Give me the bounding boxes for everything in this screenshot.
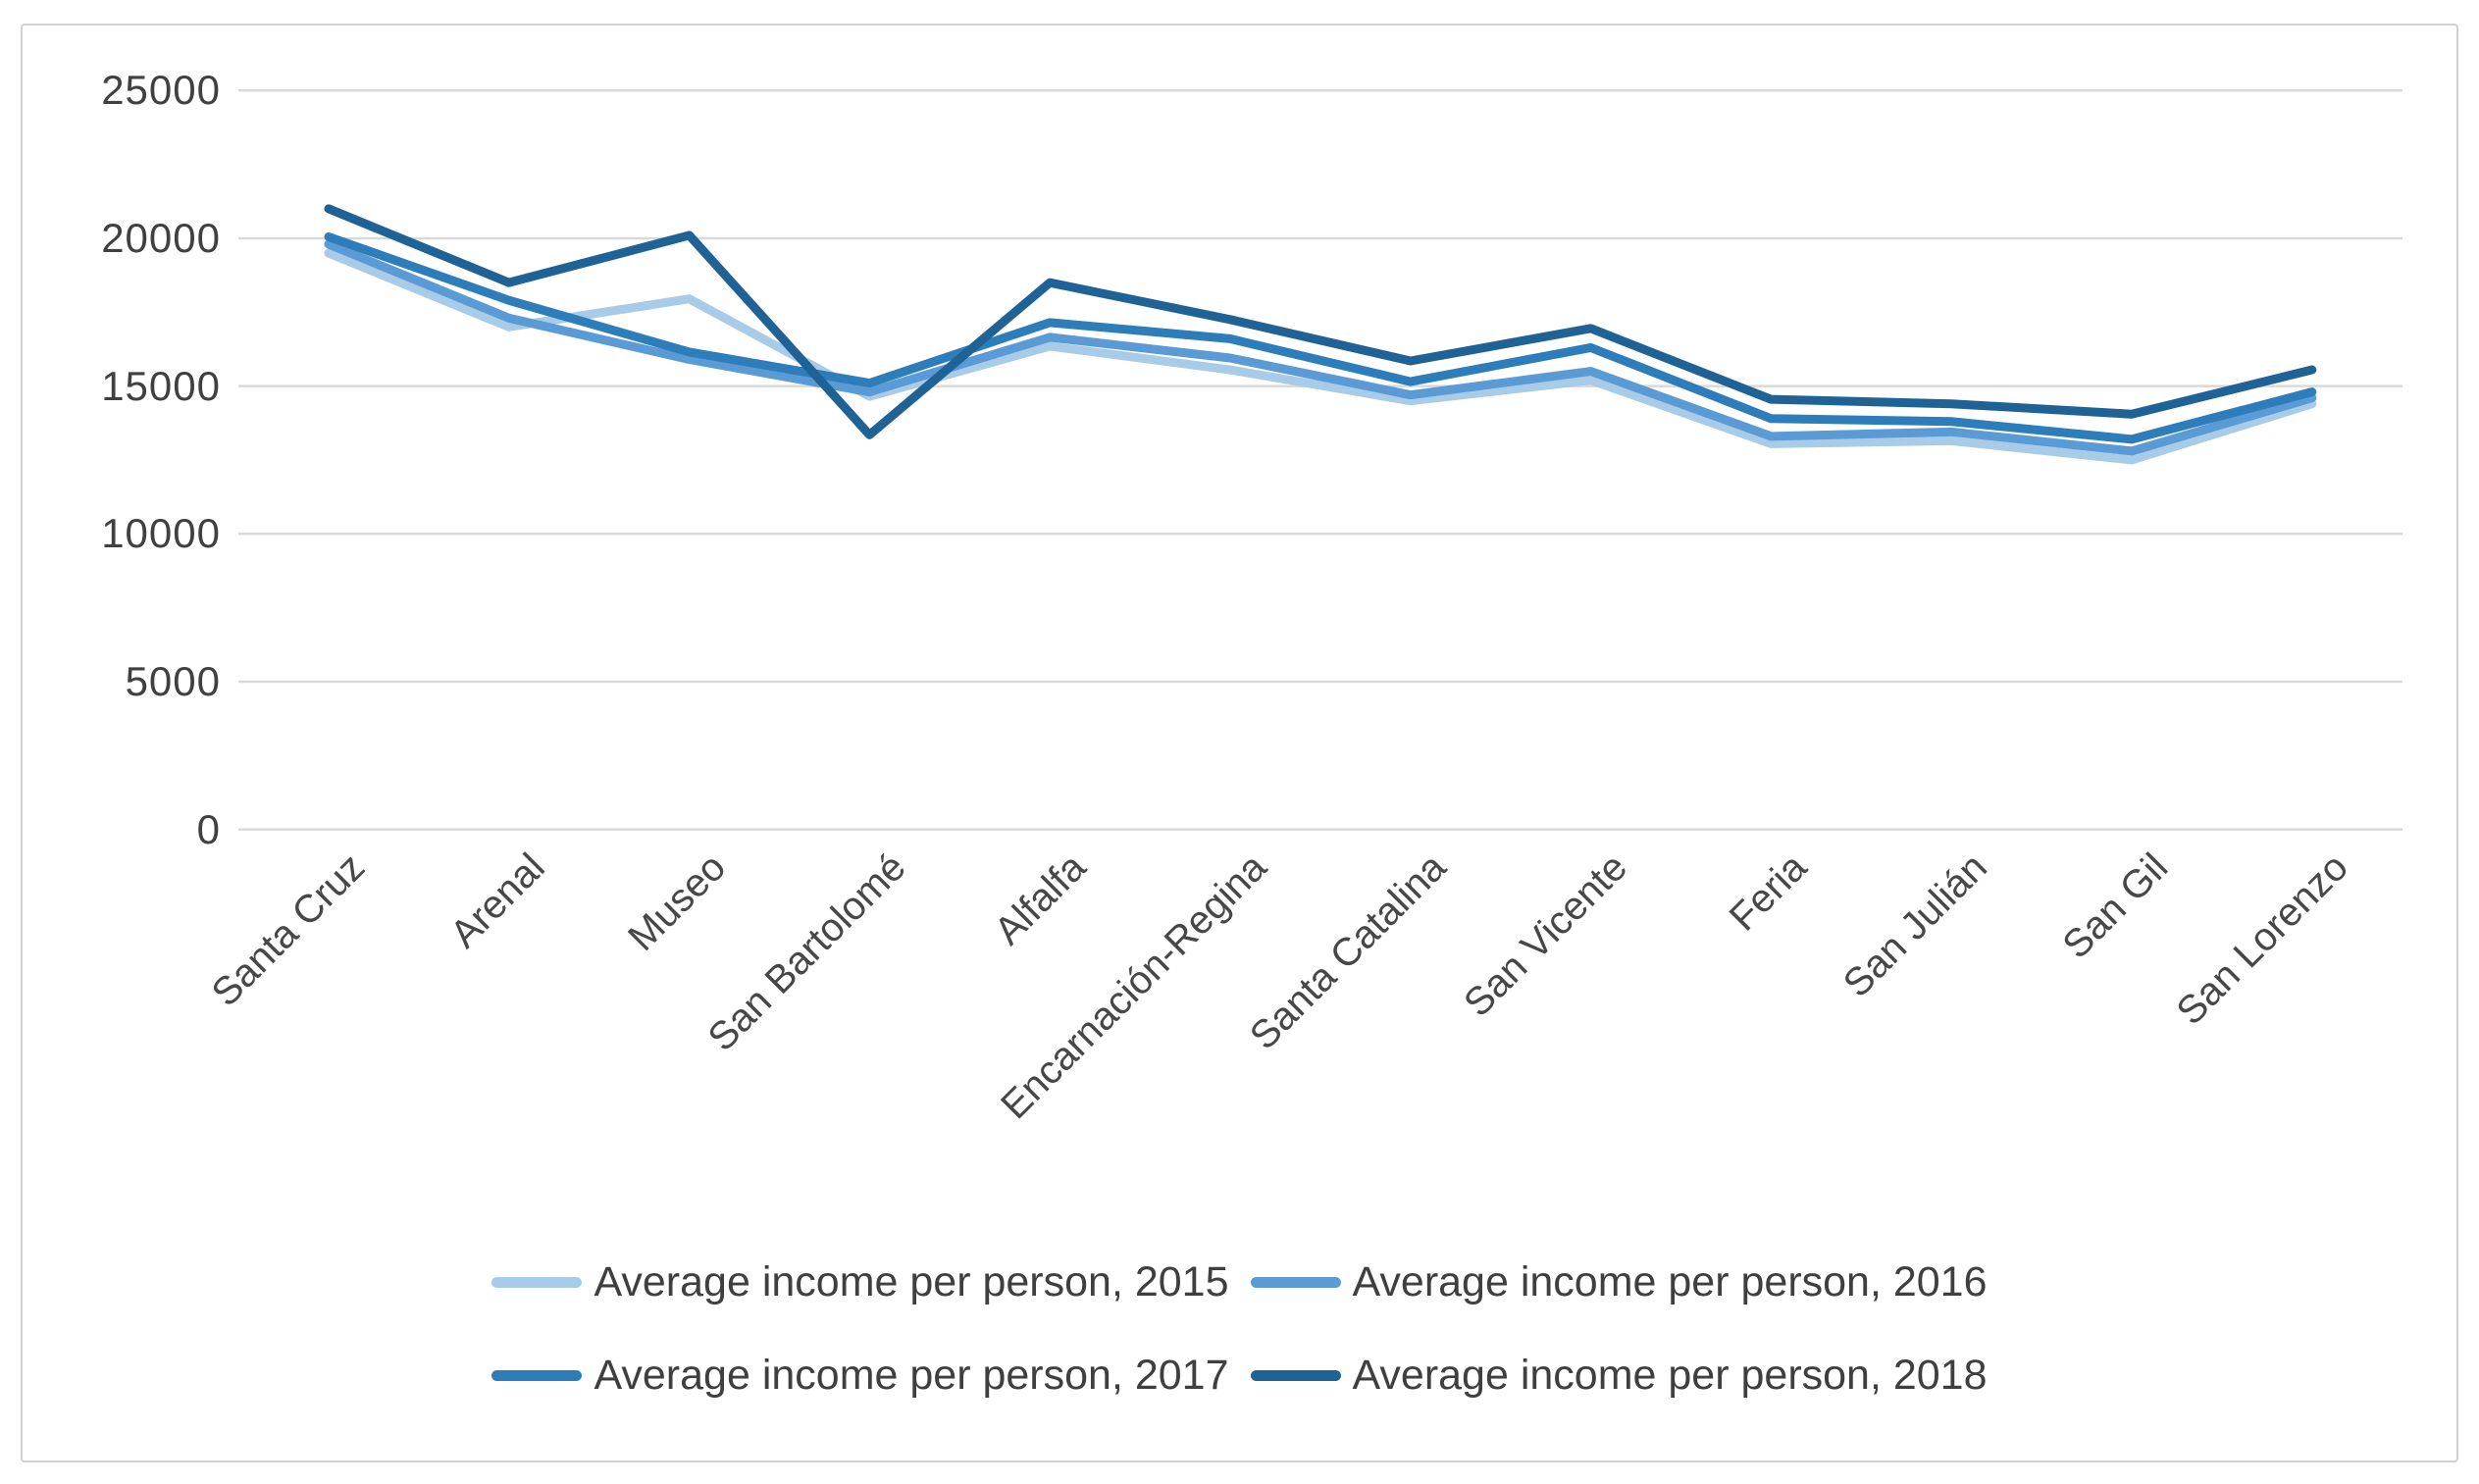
legend-label: Average income per person, 2015	[594, 1258, 1229, 1305]
legend-item-2016: Average income per person, 2016	[1250, 1258, 1988, 1306]
legend-row-2: Average income per person, 2017 Average i…	[491, 1352, 1988, 1400]
y-tick-label-5000: 5000	[125, 657, 221, 704]
series-line-2016	[324, 239, 2317, 456]
y-tick-label-10000: 10000	[101, 510, 221, 557]
legend-swatch-icon	[491, 1370, 583, 1381]
legend-swatch-icon	[1250, 1370, 1341, 1381]
chart-frame	[21, 24, 2458, 1462]
y-tick-label-15000: 15000	[101, 362, 221, 409]
series-line-2017	[324, 231, 2317, 444]
legend-swatch-icon	[1250, 1277, 1341, 1288]
legend-item-2015: Average income per person, 2015	[491, 1258, 1229, 1306]
legend-item-2018: Average income per person, 2018	[1250, 1352, 1988, 1400]
legend-label: Average income per person, 2018	[1352, 1352, 1988, 1399]
y-tick-label-20000: 20000	[101, 214, 221, 261]
series-line-2018	[324, 204, 2317, 439]
series-line-2015	[324, 248, 2317, 465]
legend-item-2017: Average income per person, 2017	[491, 1352, 1229, 1400]
legend: Average income per person, 2015 Average i…	[0, 1258, 2479, 1400]
y-tick-label-25000: 25000	[101, 67, 221, 114]
legend-row-1: Average income per person, 2015 Average i…	[491, 1258, 1988, 1306]
legend-label: Average income per person, 2016	[1352, 1258, 1988, 1305]
legend-swatch-icon	[491, 1277, 583, 1288]
legend-label: Average income per person, 2017	[594, 1352, 1229, 1399]
y-tick-label-0: 0	[196, 805, 221, 852]
